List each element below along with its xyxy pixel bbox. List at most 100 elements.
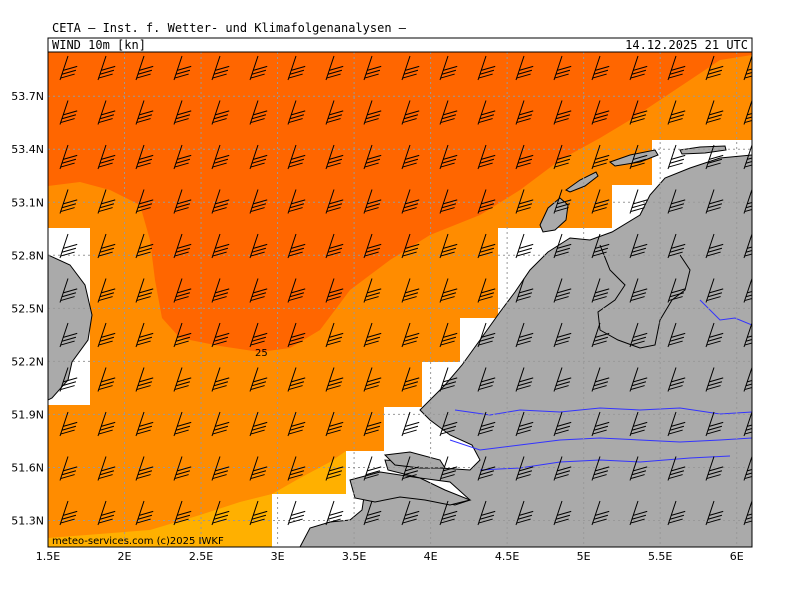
wind-barb bbox=[439, 367, 458, 392]
wind-barb bbox=[515, 278, 534, 303]
wind-barb bbox=[173, 100, 192, 125]
wind-barb bbox=[211, 500, 230, 526]
wind-barb bbox=[287, 278, 306, 303]
wind-barb bbox=[363, 100, 382, 125]
wind-barb bbox=[439, 55, 458, 81]
lat-tick-label: 51.3N bbox=[11, 514, 44, 527]
wind-barb bbox=[59, 189, 78, 214]
wind-barb bbox=[325, 100, 344, 125]
lon-tick-label: 2.5E bbox=[189, 550, 213, 563]
lon-tick-label: 3E bbox=[271, 550, 285, 563]
wind-barb bbox=[363, 500, 382, 526]
wind-barb bbox=[705, 411, 724, 437]
wind-barb bbox=[325, 456, 344, 481]
wind-barb bbox=[135, 100, 154, 125]
lon-tick-label: 4.5E bbox=[495, 550, 519, 563]
wind-barb bbox=[477, 411, 496, 437]
wind-barb bbox=[515, 322, 534, 348]
wind-barb bbox=[591, 100, 610, 125]
wind-barb bbox=[515, 144, 534, 170]
lon-tick-label: 4E bbox=[424, 550, 438, 563]
lon-tick-label: 1.5E bbox=[36, 550, 60, 563]
contour-label: 25 bbox=[255, 348, 268, 359]
wind-barb bbox=[477, 189, 496, 214]
wind-barb bbox=[439, 456, 458, 481]
wind-barb bbox=[211, 367, 230, 392]
wind-barb bbox=[553, 411, 572, 437]
wind-barb bbox=[705, 278, 724, 303]
wind-barb bbox=[287, 189, 306, 214]
wind-barb bbox=[439, 500, 458, 526]
lat-tick-label: 52.5N bbox=[11, 302, 44, 315]
wind-barb bbox=[287, 144, 306, 170]
wind-barb bbox=[401, 189, 420, 214]
wind-barb bbox=[553, 233, 572, 259]
wind-barb bbox=[135, 55, 154, 81]
lat-tick-label: 53.1N bbox=[11, 196, 44, 209]
wind-barb bbox=[173, 500, 192, 526]
lat-tick-label: 51.6N bbox=[11, 461, 44, 474]
wind-barb bbox=[211, 233, 230, 259]
wind-barb bbox=[287, 456, 306, 481]
lat-tick-label: 52.8N bbox=[11, 249, 44, 262]
wind-barb bbox=[667, 367, 686, 392]
wind-barb bbox=[211, 144, 230, 170]
wind-barb bbox=[515, 456, 534, 481]
ijsselmeer-coast bbox=[597, 244, 691, 349]
wind-barb bbox=[249, 189, 268, 214]
wind-barb bbox=[325, 144, 344, 170]
map-frame bbox=[47, 51, 753, 548]
wind-barb bbox=[59, 500, 78, 526]
wind-barb bbox=[59, 144, 78, 170]
wind-barb bbox=[553, 500, 572, 526]
wind-barb bbox=[401, 144, 420, 170]
wind-barb bbox=[705, 322, 724, 348]
wind-barb bbox=[401, 100, 420, 125]
wind-barb bbox=[553, 189, 572, 214]
wind-barb bbox=[667, 411, 686, 437]
wind-barb bbox=[477, 500, 496, 526]
wind-barb bbox=[439, 189, 458, 214]
wind-barb bbox=[59, 233, 78, 259]
wind-barb bbox=[591, 367, 610, 392]
wind-barb bbox=[439, 100, 458, 125]
wind-barb bbox=[211, 189, 230, 214]
datetime-label: 14.12.2025 21 UTC bbox=[625, 38, 748, 52]
wind-barb bbox=[325, 411, 344, 437]
wind-barb bbox=[97, 367, 116, 392]
wind-barb bbox=[705, 367, 724, 392]
wind-barb bbox=[287, 233, 306, 259]
wind-barb bbox=[97, 100, 116, 125]
wind-barb bbox=[667, 500, 686, 526]
wind-barb bbox=[667, 322, 686, 348]
wind-barb bbox=[363, 55, 382, 81]
wind-barb bbox=[515, 367, 534, 392]
wind-barb bbox=[477, 233, 496, 259]
wind-barb bbox=[515, 500, 534, 526]
wind-barb bbox=[629, 189, 648, 214]
wind-barb bbox=[97, 233, 116, 259]
wind-barb bbox=[553, 322, 572, 348]
wind-barb bbox=[363, 144, 382, 170]
wind-barb bbox=[629, 367, 648, 392]
wind-barb bbox=[705, 55, 724, 81]
wind-barb bbox=[287, 367, 306, 392]
wind-barb bbox=[249, 322, 268, 348]
wind-barb bbox=[477, 55, 496, 81]
wind-barb bbox=[59, 55, 78, 81]
wind-barb bbox=[325, 278, 344, 303]
wind-barb bbox=[287, 100, 306, 125]
wind-barb bbox=[59, 278, 78, 303]
wind-barb bbox=[211, 100, 230, 125]
wind-barb bbox=[249, 411, 268, 437]
lat-tick-label: 51.9N bbox=[11, 408, 44, 421]
wind-barb bbox=[135, 367, 154, 392]
wind-barb bbox=[629, 278, 648, 303]
wind-barb bbox=[97, 500, 116, 526]
wind-barb bbox=[325, 322, 344, 348]
wind-barb bbox=[59, 456, 78, 481]
wind-barb bbox=[705, 233, 724, 259]
wind-barb bbox=[591, 189, 610, 214]
wind-barb bbox=[249, 278, 268, 303]
wind-barb bbox=[135, 500, 154, 526]
